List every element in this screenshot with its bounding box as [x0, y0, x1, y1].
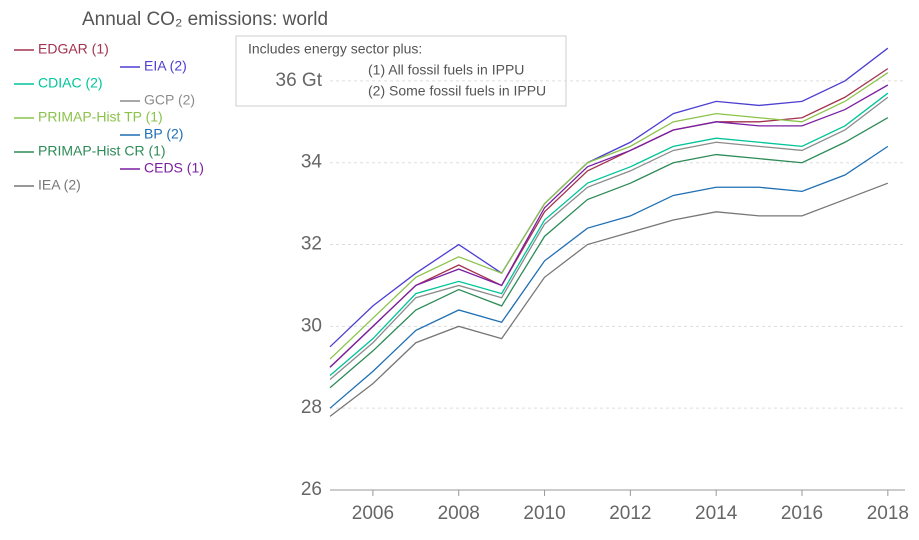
annotation-box: [235, 35, 567, 107]
annotation: Includes energy sector plus:: [248, 41, 422, 57]
y-tick-label: 28: [301, 397, 322, 418]
x-tick-label: 2012: [609, 503, 651, 524]
y-tick-label: 36 Gt: [276, 70, 323, 91]
annotation: (2) Some fossil fuels in IPPU: [368, 83, 546, 99]
legend-label: PRIMAP-Hist CR (1): [38, 143, 166, 159]
y-tick-label: 30: [301, 315, 322, 336]
x-tick-label: 2008: [438, 503, 480, 524]
legend-label: EIA (2): [144, 58, 187, 74]
x-tick-label: 2018: [867, 503, 909, 524]
series-line: [329, 182, 889, 417]
series-line: [329, 47, 889, 348]
chart-title: Annual CO₂ emissions: world: [82, 9, 328, 30]
x-tick-label: 2010: [523, 503, 565, 524]
series-line: [329, 68, 889, 368]
legend-label: CDIAC (2): [38, 75, 103, 91]
legend-label: CEDS (1): [144, 160, 204, 176]
series-line: [329, 92, 889, 376]
series-line: [329, 96, 889, 381]
legend-label: PRIMAP-Hist TP (1): [38, 109, 163, 125]
x-tick-label: 2014: [695, 503, 738, 524]
x-tick-label: 2006: [352, 503, 394, 524]
series-line: [329, 145, 889, 409]
series-line: [329, 72, 889, 360]
legend-label: GCP (2): [144, 92, 195, 108]
y-tick-label: 26: [301, 479, 322, 500]
legend-label: BP (2): [144, 126, 183, 142]
annotation: (1) All fossil fuels in IPPU: [368, 62, 524, 78]
legend-label: IEA (2): [38, 177, 81, 193]
x-tick-label: 2016: [781, 503, 823, 524]
series-line: [329, 117, 889, 389]
legend-label: EDGAR (1): [38, 41, 109, 57]
series-line: [329, 84, 889, 368]
y-tick-label: 34: [301, 152, 323, 173]
y-tick-label: 32: [301, 234, 322, 255]
